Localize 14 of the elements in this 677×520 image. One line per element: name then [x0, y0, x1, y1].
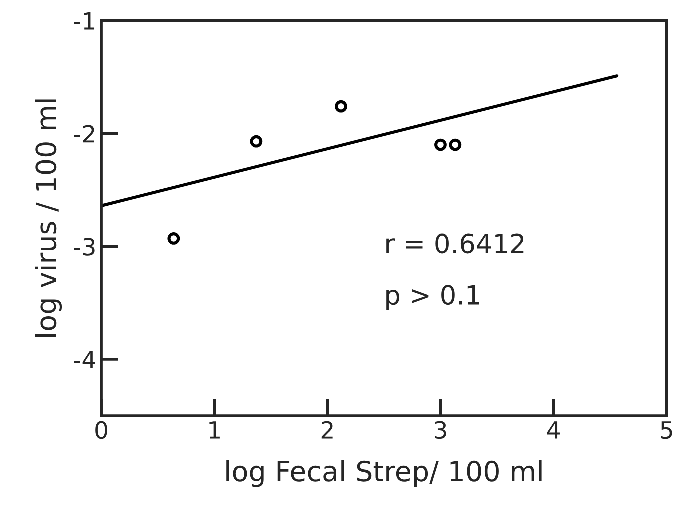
- x-tick-label: 5: [661, 422, 672, 440]
- x-tick-label: 2: [322, 421, 333, 439]
- x-tick-label: 3: [435, 421, 446, 440]
- x-tick-label: 0: [96, 421, 108, 440]
- annotation: r = 0.6412: [386, 234, 524, 254]
- y-tick-label: -2: [74, 125, 94, 143]
- y-tick-label: -4: [74, 351, 96, 369]
- y-axis-title: log virus / 100 ml: [35, 100, 62, 338]
- x-tick-label: 1: [210, 422, 220, 439]
- x-axis-title: log Fecal Strep/ 100 ml: [226, 460, 542, 488]
- annotation: p > 0.1: [386, 285, 480, 310]
- y-tick-label: -3: [74, 238, 95, 256]
- x-tick-label: 4: [547, 422, 560, 439]
- y-tick-label: -1: [74, 12, 95, 30]
